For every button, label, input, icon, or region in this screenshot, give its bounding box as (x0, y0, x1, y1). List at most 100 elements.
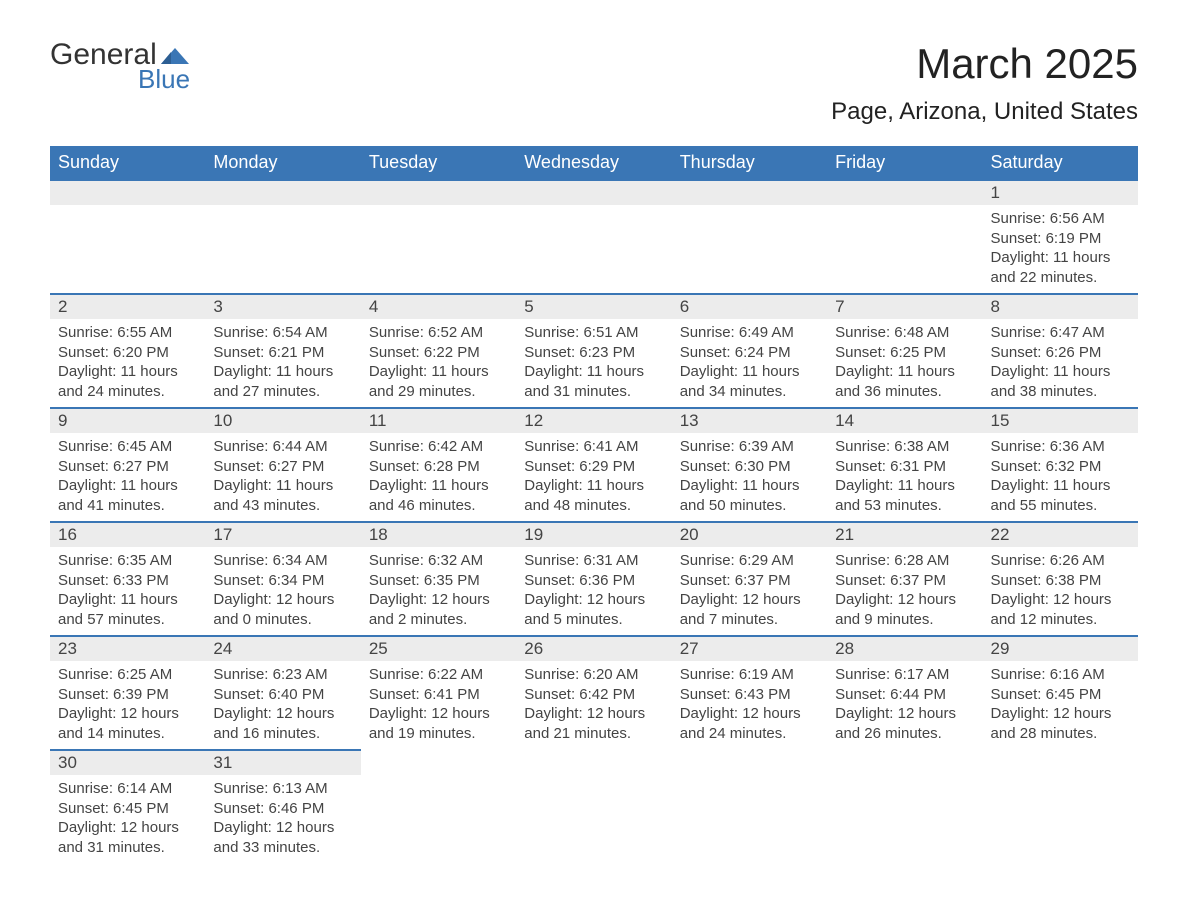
day-number-cell: 20 (672, 522, 827, 547)
calendar-detail-row: Sunrise: 6:35 AMSunset: 6:33 PMDaylight:… (50, 547, 1138, 636)
day-number-cell (516, 750, 671, 775)
day-detail-cell: Sunrise: 6:31 AMSunset: 6:36 PMDaylight:… (516, 547, 671, 636)
day-number-cell: 1 (983, 180, 1138, 205)
day-number-cell (827, 750, 982, 775)
day-detail-cell: Sunrise: 6:35 AMSunset: 6:33 PMDaylight:… (50, 547, 205, 636)
calendar-detail-row: Sunrise: 6:56 AMSunset: 6:19 PMDaylight:… (50, 205, 1138, 294)
day-header: Thursday (672, 146, 827, 180)
day-detail-cell: Sunrise: 6:17 AMSunset: 6:44 PMDaylight:… (827, 661, 982, 750)
day-detail-cell: Sunrise: 6:14 AMSunset: 6:45 PMDaylight:… (50, 775, 205, 863)
day-number-cell: 30 (50, 750, 205, 775)
day-number-cell: 15 (983, 408, 1138, 433)
calendar-daynum-row: 9101112131415 (50, 408, 1138, 433)
day-number-cell: 28 (827, 636, 982, 661)
day-detail-cell: Sunrise: 6:48 AMSunset: 6:25 PMDaylight:… (827, 319, 982, 408)
day-number-cell: 26 (516, 636, 671, 661)
day-detail-cell: Sunrise: 6:23 AMSunset: 6:40 PMDaylight:… (205, 661, 360, 750)
day-number-cell: 11 (361, 408, 516, 433)
day-header: Sunday (50, 146, 205, 180)
calendar-detail-row: Sunrise: 6:55 AMSunset: 6:20 PMDaylight:… (50, 319, 1138, 408)
day-detail-cell: Sunrise: 6:51 AMSunset: 6:23 PMDaylight:… (516, 319, 671, 408)
day-detail-cell: Sunrise: 6:25 AMSunset: 6:39 PMDaylight:… (50, 661, 205, 750)
day-number-cell: 29 (983, 636, 1138, 661)
day-number-cell (983, 750, 1138, 775)
day-header: Friday (827, 146, 982, 180)
day-number-cell (672, 180, 827, 205)
day-number-cell (672, 750, 827, 775)
day-number-cell: 6 (672, 294, 827, 319)
day-detail-cell (827, 775, 982, 863)
day-detail-cell (50, 205, 205, 294)
day-detail-cell: Sunrise: 6:32 AMSunset: 6:35 PMDaylight:… (361, 547, 516, 636)
day-number-cell: 17 (205, 522, 360, 547)
day-header: Monday (205, 146, 360, 180)
calendar-detail-row: Sunrise: 6:25 AMSunset: 6:39 PMDaylight:… (50, 661, 1138, 750)
day-detail-cell: Sunrise: 6:19 AMSunset: 6:43 PMDaylight:… (672, 661, 827, 750)
day-header: Wednesday (516, 146, 671, 180)
day-number-cell (516, 180, 671, 205)
day-detail-cell: Sunrise: 6:38 AMSunset: 6:31 PMDaylight:… (827, 433, 982, 522)
logo: General Blue (50, 40, 190, 92)
day-detail-cell: Sunrise: 6:45 AMSunset: 6:27 PMDaylight:… (50, 433, 205, 522)
day-number-cell: 9 (50, 408, 205, 433)
day-detail-cell: Sunrise: 6:49 AMSunset: 6:24 PMDaylight:… (672, 319, 827, 408)
day-detail-cell (672, 205, 827, 294)
day-detail-cell: Sunrise: 6:29 AMSunset: 6:37 PMDaylight:… (672, 547, 827, 636)
day-number-cell: 19 (516, 522, 671, 547)
day-detail-cell: Sunrise: 6:39 AMSunset: 6:30 PMDaylight:… (672, 433, 827, 522)
day-number-cell: 27 (672, 636, 827, 661)
day-detail-cell: Sunrise: 6:13 AMSunset: 6:46 PMDaylight:… (205, 775, 360, 863)
day-number-cell: 2 (50, 294, 205, 319)
page-header: General Blue March 2025 Page, Arizona, U… (50, 40, 1138, 126)
day-number-cell: 18 (361, 522, 516, 547)
day-number-cell (361, 750, 516, 775)
day-detail-cell (516, 775, 671, 863)
day-detail-cell: Sunrise: 6:56 AMSunset: 6:19 PMDaylight:… (983, 205, 1138, 294)
day-detail-cell: Sunrise: 6:55 AMSunset: 6:20 PMDaylight:… (50, 319, 205, 408)
calendar-daynum-row: 23242526272829 (50, 636, 1138, 661)
page-title: March 2025 (831, 40, 1138, 88)
day-detail-cell: Sunrise: 6:54 AMSunset: 6:21 PMDaylight:… (205, 319, 360, 408)
calendar-daynum-row: 3031 (50, 750, 1138, 775)
day-number-cell: 7 (827, 294, 982, 319)
day-detail-cell (205, 205, 360, 294)
day-number-cell: 10 (205, 408, 360, 433)
calendar-detail-row: Sunrise: 6:45 AMSunset: 6:27 PMDaylight:… (50, 433, 1138, 522)
day-detail-cell (827, 205, 982, 294)
day-detail-cell: Sunrise: 6:16 AMSunset: 6:45 PMDaylight:… (983, 661, 1138, 750)
day-number-cell: 22 (983, 522, 1138, 547)
day-number-cell: 12 (516, 408, 671, 433)
day-detail-cell: Sunrise: 6:22 AMSunset: 6:41 PMDaylight:… (361, 661, 516, 750)
title-block: March 2025 Page, Arizona, United States (831, 40, 1138, 126)
day-header: Tuesday (361, 146, 516, 180)
day-detail-cell (361, 775, 516, 863)
calendar-body: 1 Sunrise: 6:56 AMSunset: 6:19 PMDayligh… (50, 180, 1138, 863)
calendar-daynum-row: 2345678 (50, 294, 1138, 319)
logo-word2: Blue (138, 66, 190, 92)
day-detail-cell: Sunrise: 6:41 AMSunset: 6:29 PMDaylight:… (516, 433, 671, 522)
day-number-cell: 14 (827, 408, 982, 433)
day-number-cell: 16 (50, 522, 205, 547)
day-number-cell: 4 (361, 294, 516, 319)
day-number-cell (50, 180, 205, 205)
day-detail-cell (361, 205, 516, 294)
calendar-header-row: Sunday Monday Tuesday Wednesday Thursday… (50, 146, 1138, 180)
day-detail-cell: Sunrise: 6:28 AMSunset: 6:37 PMDaylight:… (827, 547, 982, 636)
day-detail-cell: Sunrise: 6:36 AMSunset: 6:32 PMDaylight:… (983, 433, 1138, 522)
day-number-cell: 21 (827, 522, 982, 547)
day-detail-cell (516, 205, 671, 294)
day-detail-cell: Sunrise: 6:26 AMSunset: 6:38 PMDaylight:… (983, 547, 1138, 636)
day-detail-cell: Sunrise: 6:47 AMSunset: 6:26 PMDaylight:… (983, 319, 1138, 408)
day-number-cell: 25 (361, 636, 516, 661)
day-number-cell: 23 (50, 636, 205, 661)
day-number-cell: 13 (672, 408, 827, 433)
day-detail-cell: Sunrise: 6:34 AMSunset: 6:34 PMDaylight:… (205, 547, 360, 636)
page-subtitle: Page, Arizona, United States (831, 98, 1138, 126)
day-header: Saturday (983, 146, 1138, 180)
day-number-cell: 3 (205, 294, 360, 319)
day-number-cell (827, 180, 982, 205)
day-number-cell: 5 (516, 294, 671, 319)
calendar-table: Sunday Monday Tuesday Wednesday Thursday… (50, 146, 1138, 863)
day-number-cell: 8 (983, 294, 1138, 319)
day-detail-cell: Sunrise: 6:44 AMSunset: 6:27 PMDaylight:… (205, 433, 360, 522)
